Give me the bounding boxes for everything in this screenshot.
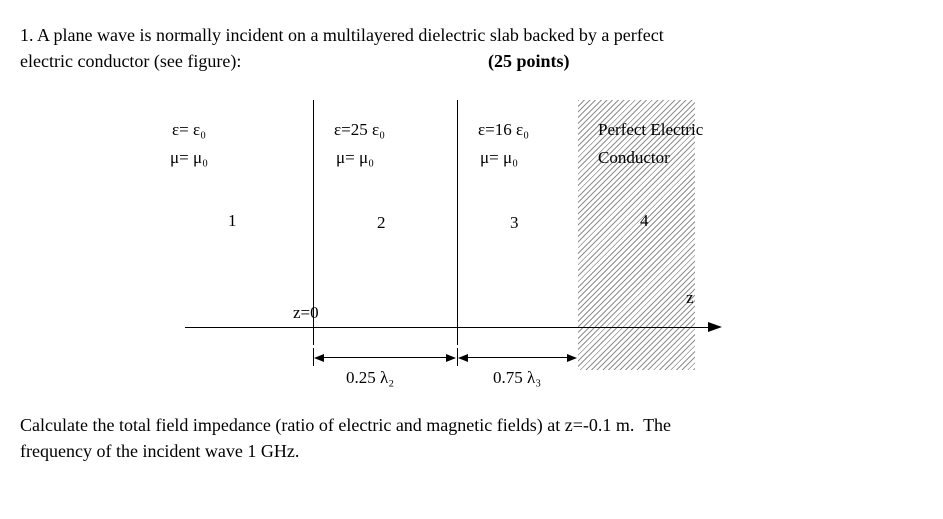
region2-epsilon-label: ε=25 ε₀ (334, 120, 386, 139)
dim-tick-middle (457, 348, 459, 366)
region3-epsilon-label: ε=16 ε₀ (478, 120, 530, 139)
dim-arrow-bar (320, 357, 450, 359)
z-axis-line (185, 327, 712, 329)
dim-arrowhead-left-icon (458, 353, 468, 362)
conductor-label-line2: Conductor (598, 148, 670, 167)
question-line1: Calculate the total field impedance (rat… (20, 415, 672, 435)
dim-label-region3: 0.75 λ₃ (493, 368, 542, 387)
dim-arrowhead-right-icon (446, 353, 456, 362)
conductor-label-line1: Perfect Electric (598, 120, 704, 139)
z-axis-arrowhead-icon (708, 322, 722, 332)
dim-arrow-region3 (458, 352, 577, 364)
dim-arrowhead-left-icon (314, 353, 324, 362)
points-label: (25 points) (488, 51, 570, 71)
origin-label: z=0 (293, 303, 319, 322)
region3-number: 3 (510, 213, 519, 232)
region2-mu-label: μ= μ₀ (336, 148, 374, 167)
region3-mu-label: μ= μ₀ (480, 148, 518, 167)
conductor-number: 4 (640, 211, 649, 230)
dim-tick-left (313, 348, 315, 366)
boundary-line-1 (313, 100, 315, 345)
question-text: Calculate the total field impedance (rat… (20, 412, 671, 464)
region1-number: 1 (228, 211, 237, 230)
question-line2: frequency of the incident wave 1 GHz. (20, 441, 300, 461)
region1-mu-label: μ= μ₀ (170, 148, 208, 167)
boundary-line-2 (457, 100, 459, 345)
dim-arrow-bar (464, 357, 571, 359)
region1-epsilon-label: ε= ε₀ (172, 120, 207, 139)
dim-arrowhead-right-icon (567, 353, 577, 362)
dim-arrow-region2 (314, 352, 456, 364)
z-axis-label: z (686, 288, 694, 307)
problem-statement: 1. A plane wave is normally incident on … (20, 22, 664, 74)
dim-label-region2: 0.25 λ₂ (346, 368, 395, 387)
problem-statement-line1: 1. A plane wave is normally incident on … (20, 25, 664, 45)
problem-statement-line2: electric conductor (see figure): (20, 51, 242, 71)
region2-number: 2 (377, 213, 386, 232)
conductor-hatch-region (578, 100, 695, 370)
